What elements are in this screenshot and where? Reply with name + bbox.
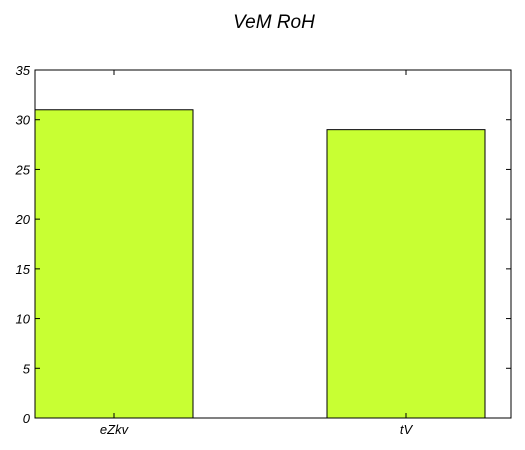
bar-tV <box>326 129 486 419</box>
y-tick-label: 25 <box>15 162 31 177</box>
y-tick-label: 35 <box>16 63 31 78</box>
bar-eZkv <box>34 109 194 419</box>
axes-frame <box>34 69 512 419</box>
x-tick-label: tV <box>400 422 414 437</box>
y-tick-label: 15 <box>16 262 31 277</box>
y-tick-label: 0 <box>23 411 31 426</box>
y-tick-label: 5 <box>23 361 31 376</box>
plot-area: eZkv tV 0 5 10 15 20 25 30 35 <box>15 63 511 437</box>
y-tick-label: 30 <box>16 113 31 128</box>
y-tick-label: 10 <box>16 312 31 327</box>
x-tick-label: eZkv <box>100 422 130 437</box>
chart-title: VeM RoH <box>233 12 315 33</box>
y-tick-label: 20 <box>15 212 31 227</box>
